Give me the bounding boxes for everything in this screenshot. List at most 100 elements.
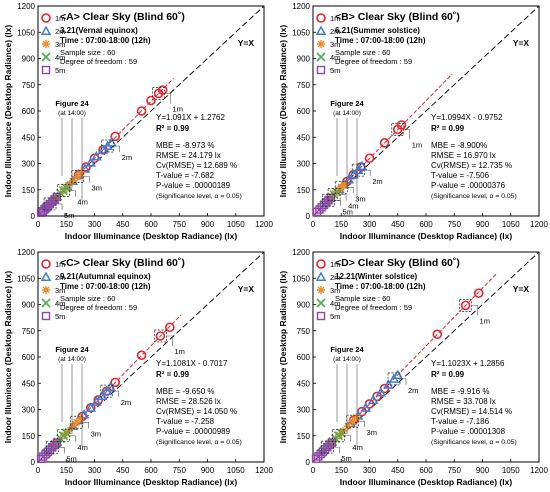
stat-line: Cv(RMSE) = 12.689 % bbox=[156, 161, 237, 170]
legend-marker-3m bbox=[42, 286, 50, 294]
date-line: 9.21(Autumnal equinox) bbox=[60, 272, 151, 281]
legend-marker-3m bbox=[317, 40, 325, 48]
y-tick-label: 750 bbox=[22, 327, 36, 336]
data-point-1m bbox=[110, 377, 121, 388]
annotation-label: 2m bbox=[121, 398, 131, 407]
data-point-3m bbox=[352, 413, 361, 422]
x-tick-label: 600 bbox=[419, 220, 433, 229]
x-tick-label: 450 bbox=[391, 466, 405, 475]
x-tick-label: 1200 bbox=[255, 220, 273, 229]
y-tick-label: 1200 bbox=[17, 2, 35, 11]
regression-equation: Y=1.091X + 1.2762 bbox=[156, 113, 226, 122]
panel-title: <B> Clear Sky (Blind 60˚) bbox=[335, 11, 460, 23]
data-point-2m bbox=[383, 379, 394, 389]
stat-line: T-value = -7.186 bbox=[431, 417, 490, 426]
data-point-1m bbox=[473, 288, 484, 298]
data-point-3m bbox=[343, 422, 352, 431]
legend-label: 1m bbox=[55, 14, 65, 23]
data-point-5m bbox=[41, 450, 50, 459]
data-point-3m bbox=[68, 177, 77, 185]
panel-title: <D> Clear Sky (Blind 60˚) bbox=[335, 257, 460, 269]
r-squared: R² = 0.99 bbox=[431, 124, 465, 133]
legend-marker-4m bbox=[316, 298, 326, 308]
data-point-3m bbox=[77, 168, 86, 177]
identity-label: Y=X bbox=[513, 284, 530, 294]
y-axis-label: Indoor Illuminance (Desktop Radiance) (l… bbox=[3, 25, 13, 198]
legend-label: 5m bbox=[55, 312, 65, 321]
sample-size: Sample size : 60 bbox=[335, 48, 390, 57]
x-tick-label: 750 bbox=[448, 466, 462, 475]
annotation-label: 1m bbox=[480, 316, 490, 325]
x-tick-label: 900 bbox=[476, 220, 490, 229]
x-tick-label: 750 bbox=[173, 220, 187, 229]
y-tick-label: 1200 bbox=[292, 2, 310, 11]
data-point-5m bbox=[50, 195, 59, 204]
x-tick-label: 1050 bbox=[227, 466, 245, 475]
identity-label: Y=X bbox=[513, 38, 530, 48]
stat-line: MBE = -8.900% bbox=[431, 141, 487, 150]
stat-line: MBE = -9.916 % bbox=[431, 387, 489, 396]
data-point-5m bbox=[52, 438, 62, 447]
annotation-label: 4m bbox=[77, 198, 87, 207]
data-point-5m bbox=[312, 207, 322, 217]
data-point-5m bbox=[52, 192, 62, 202]
legend-label: 4m bbox=[55, 53, 65, 62]
annotation-leader bbox=[403, 129, 411, 140]
identity-line bbox=[37, 5, 265, 217]
data-point-2m bbox=[352, 164, 364, 175]
y-tick-label: 0 bbox=[31, 212, 36, 221]
degree-of-freedom: Degree of freedom : 59 bbox=[60, 303, 137, 312]
data-point-5m bbox=[327, 438, 337, 447]
y-tick-label: 150 bbox=[22, 432, 36, 441]
data-point-5m bbox=[38, 207, 47, 216]
y-axis-label: Indoor Illuminance (Desktop Radiance) (l… bbox=[3, 271, 13, 444]
annotation-label: 1m bbox=[174, 347, 184, 356]
legend-label: 1m bbox=[330, 260, 340, 269]
annotation-leader bbox=[340, 194, 347, 201]
annotation-box bbox=[332, 429, 345, 443]
annotation-leader bbox=[334, 199, 341, 207]
x-tick-label: 0 bbox=[36, 466, 41, 475]
annotation-leader bbox=[399, 378, 407, 385]
y-tick-label: 900 bbox=[22, 55, 36, 64]
y-tick-label: 300 bbox=[22, 160, 36, 169]
x-tick-label: 1200 bbox=[255, 466, 273, 475]
annotation-label: 1m bbox=[412, 140, 422, 149]
x-tick-label: 750 bbox=[448, 220, 462, 229]
r-squared: R² = 0.99 bbox=[156, 370, 190, 379]
annotation-label: 2m bbox=[122, 153, 132, 162]
y-axis-label: Indoor Illuminance (Desktop Radiance) (l… bbox=[278, 25, 288, 198]
legend-label: 3m bbox=[55, 40, 65, 49]
data-point-5m bbox=[314, 452, 323, 461]
x-tick-label: 300 bbox=[88, 466, 102, 475]
y-tick-label: 150 bbox=[297, 186, 311, 195]
legend-marker-5m bbox=[316, 65, 326, 75]
data-point-5m bbox=[323, 442, 332, 452]
legend-label: 3m bbox=[330, 286, 340, 295]
annotation-leader bbox=[333, 446, 340, 454]
data-point-2m bbox=[348, 169, 359, 179]
x-tick-label: 750 bbox=[173, 466, 187, 475]
panel-title: <C> Clear Sky (Blind 60˚) bbox=[60, 257, 185, 269]
x-axis-label: Indoor Illuminance (Desktop Radiance) (l… bbox=[65, 477, 238, 487]
legend-marker-2m bbox=[315, 25, 327, 35]
annotation-label: 5m bbox=[342, 207, 352, 216]
y-tick-label: 1050 bbox=[17, 274, 35, 283]
data-point-1m bbox=[364, 153, 375, 164]
annotation-label: 5m bbox=[64, 211, 74, 220]
chart-panel: 00 150 150 300 300 450 450 600 600 750 750 900 900 10… bbox=[3, 2, 273, 241]
annotation-leader bbox=[364, 169, 371, 177]
date-line: 3.21(Vernal equinox) bbox=[60, 26, 138, 35]
regression-equation: Y=1.1081X - 0.7017 bbox=[156, 359, 228, 368]
data-point-3m bbox=[72, 418, 81, 427]
x-tick-label: 150 bbox=[60, 466, 74, 475]
legend-marker-3m bbox=[317, 286, 325, 294]
y-tick-label: 600 bbox=[22, 353, 36, 362]
annotation-label: 3m bbox=[355, 194, 365, 203]
degree-of-freedom: Degree of freedom : 59 bbox=[335, 303, 412, 312]
x-tick-label: 450 bbox=[116, 220, 130, 229]
annotation-leader bbox=[83, 176, 90, 183]
data-point-5m bbox=[43, 447, 52, 457]
data-point-1m bbox=[136, 350, 147, 361]
